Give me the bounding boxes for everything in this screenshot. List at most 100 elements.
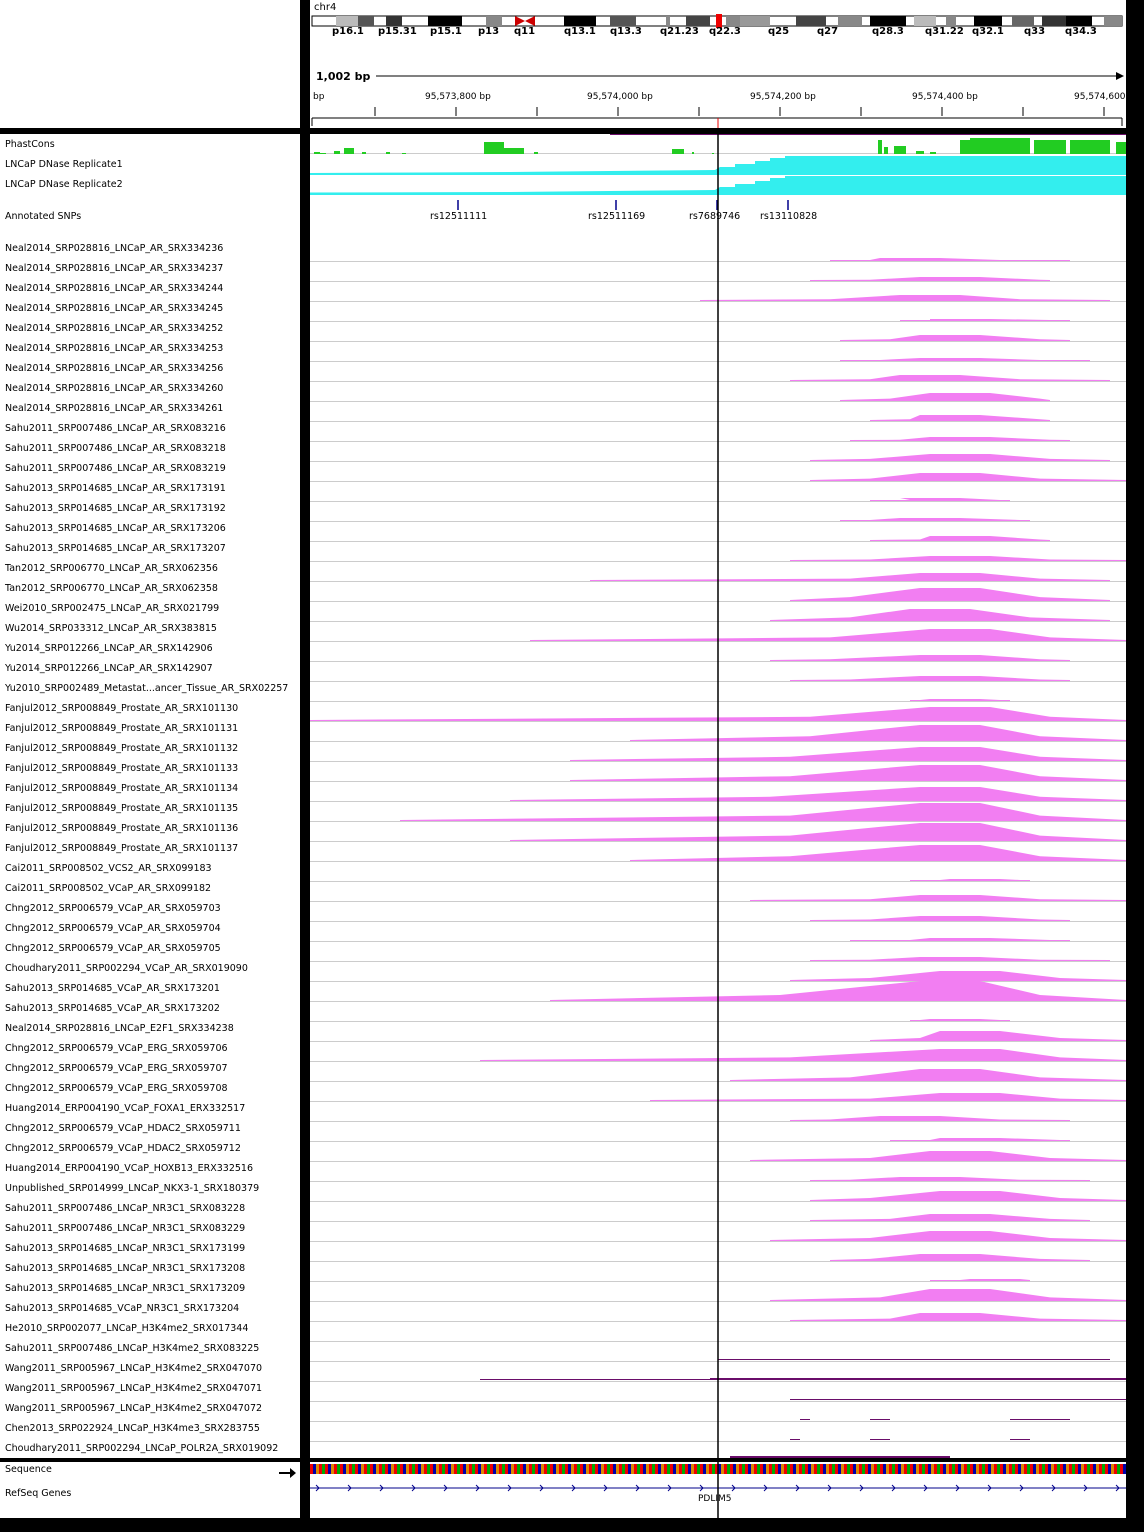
sequence-base [874,1464,877,1474]
track-name[interactable]: Wang2011_SRP005967_LNCaP_H3K4me2_SRX0470… [5,1363,263,1374]
sequence-base [406,1464,409,1474]
track-name[interactable]: Wu2014_SRP033312_LNCaP_AR_SRX383815 [5,623,217,634]
sequence-base [970,1464,973,1474]
track-name[interactable]: Yu2014_SRP012266_LNCaP_AR_SRX142907 [5,663,213,674]
track-name[interactable]: Fanjul2012_SRP008849_Prostate_AR_SRX1011… [5,703,239,714]
track-name[interactable]: Sahu2011_SRP007486_LNCaP_NR3C1_SRX083229 [5,1223,246,1234]
chip-peak [870,498,1010,501]
chip-peak [570,765,1126,781]
track-name[interactable]: Neal2014_SRP028816_LNCaP_AR_SRX334253 [5,343,224,354]
track-name[interactable]: Choudhary2011_SRP002294_VCaP_AR_SRX01909… [5,963,248,974]
track-name[interactable]: PhastCons [5,139,55,150]
track-name[interactable]: Sahu2011_SRP007486_LNCaP_AR_SRX083219 [5,463,226,474]
track-name[interactable]: Sahu2011_SRP007486_LNCaP_AR_SRX083216 [5,423,226,434]
track-name[interactable]: Yu2010_SRP002489_Metastat...ancer_Tissue… [5,683,289,694]
track-name[interactable]: Neal2014_SRP028816_LNCaP_AR_SRX334245 [5,303,224,314]
track-name[interactable]: Fanjul2012_SRP008849_Prostate_AR_SRX1011… [5,783,239,794]
track-name[interactable]: Annotated SNPs [5,211,82,222]
track-name[interactable]: Yu2014_SRP012266_LNCaP_AR_SRX142906 [5,643,213,654]
track-name[interactable]: Sahu2011_SRP007486_LNCaP_H3K4me2_SRX0832… [5,1343,260,1354]
track-name[interactable]: Sahu2013_SRP014685_LNCaP_AR_SRX173191 [5,483,226,494]
chip-peak [850,437,1070,441]
track-name[interactable]: Chen2013_SRP022924_LNCaP_H3K4me3_SRX2837… [5,1423,260,1434]
track-name[interactable]: Sahu2013_SRP014685_VCaP_NR3C1_SRX173204 [5,1303,240,1314]
track-name[interactable]: Sahu2013_SRP014685_LNCaP_AR_SRX173207 [5,543,226,554]
sequence-base [889,1464,892,1474]
track-data-panel[interactable]: rs12511111 rs12511169 rs7689746 rs13110828 [310,134,1126,1458]
track-name[interactable]: Cai2011_SRP008502_VCS2_AR_SRX099183 [5,863,212,874]
track-name[interactable]: Neal2014_SRP028816_LNCaP_AR_SRX334236 [5,243,224,254]
track-name[interactable]: Fanjul2012_SRP008849_Prostate_AR_SRX1011… [5,803,239,814]
track-name[interactable]: Chng2012_SRP006579_VCaP_AR_SRX059705 [5,943,221,954]
track-name[interactable]: Neal2014_SRP028816_LNCaP_AR_SRX334261 [5,403,224,414]
track-name[interactable]: Wang2011_SRP005967_LNCaP_H3K4me2_SRX0470… [5,1403,263,1414]
track-data-canvas[interactable]: rs12511111 rs12511169 rs7689746 rs13110828 [310,134,1126,1458]
track-name[interactable]: Chng2012_SRP006579_VCaP_HDAC2_SRX059711 [5,1123,241,1134]
track-name[interactable]: Huang2014_ERP004190_VCaP_HOXB13_ERX33251… [5,1163,253,1174]
track-name[interactable]: Sahu2011_SRP007486_LNCaP_AR_SRX083218 [5,443,226,454]
track-name[interactable]: Fanjul2012_SRP008849_Prostate_AR_SRX1011… [5,823,239,834]
track-name[interactable]: LNCaP DNase Replicate2 [5,179,123,190]
sequence-base [772,1464,775,1474]
track-name[interactable]: LNCaP DNase Replicate1 [5,159,123,170]
sequence-base [616,1464,619,1474]
sequence-base [487,1464,490,1474]
track-name[interactable]: Choudhary2011_SRP002294_LNCaP_POLR2A_SRX… [5,1443,279,1454]
track-name[interactable]: Sahu2013_SRP014685_LNCaP_AR_SRX173206 [5,523,226,534]
conservation-bar [960,140,970,154]
track-name[interactable]: Neal2014_SRP028816_LNCaP_E2F1_SRX334238 [5,1023,234,1034]
track-name[interactable]: Chng2012_SRP006579_VCaP_ERG_SRX059708 [5,1083,228,1094]
sequence-base [445,1464,448,1474]
track-name[interactable]: Sahu2011_SRP007486_LNCaP_NR3C1_SRX083228 [5,1203,246,1214]
sequence-base [979,1464,982,1474]
track-name[interactable]: Neal2014_SRP028816_LNCaP_AR_SRX334244 [5,283,224,294]
track-name[interactable]: Fanjul2012_SRP008849_Prostate_AR_SRX1011… [5,763,239,774]
track-name[interactable]: Sahu2013_SRP014685_VCaP_AR_SRX173202 [5,1003,220,1014]
track-name[interactable]: Tan2012_SRP006770_LNCaP_AR_SRX062356 [5,563,218,574]
track-name[interactable]: Sahu2013_SRP014685_VCaP_AR_SRX173201 [5,983,220,994]
track-name[interactable]: Chng2012_SRP006579_VCaP_AR_SRX059703 [5,903,221,914]
sequence-base [544,1464,547,1474]
conservation-bar [672,149,684,154]
track-name[interactable]: Neal2014_SRP028816_LNCaP_AR_SRX334252 [5,323,224,334]
track-name[interactable]: Huang2014_ERP004190_VCaP_FOXA1_ERX332517 [5,1103,246,1114]
track-name[interactable]: Cai2011_SRP008502_VCaP_AR_SRX099182 [5,883,212,894]
sequence-base [1114,1464,1117,1474]
chromosome-ideogram[interactable] [310,0,1126,128]
ideogram-panel[interactable]: chr4 p16.1 p15.31 p15.1 p13 q11 q13.1 q13.3 q21… [310,0,1126,128]
conservation-bar [334,151,340,154]
track-name[interactable]: Wei2010_SRP002475_LNCaP_AR_SRX021799 [5,603,220,614]
sequence-base [1024,1464,1027,1474]
track-name[interactable]: Tan2012_SRP006770_LNCaP_AR_SRX062358 [5,583,218,594]
track-name[interactable]: Sequence [5,1464,52,1475]
sequence-base [454,1464,457,1474]
track-name[interactable]: Neal2014_SRP028816_LNCaP_AR_SRX334237 [5,263,224,274]
strand-arrow-icon [1051,1484,1056,1492]
track-name[interactable]: Sahu2013_SRP014685_LNCaP_AR_SRX173192 [5,503,226,514]
track-name[interactable]: Chng2012_SRP006579_VCaP_AR_SRX059704 [5,923,221,934]
strand-arrow-icon [279,1468,296,1478]
track-name[interactable]: Sahu2013_SRP014685_LNCaP_NR3C1_SRX173208 [5,1263,246,1274]
sequence-base [727,1464,730,1474]
track-name[interactable]: Unpublished_SRP014999_LNCaP_NKX3-1_SRX18… [5,1183,260,1194]
track-name[interactable]: RefSeq Genes [5,1488,72,1499]
track-name[interactable]: Neal2014_SRP028816_LNCaP_AR_SRX334256 [5,363,224,374]
feature-track-data-panel[interactable]: PDLIM5 [310,1462,1126,1518]
track-name[interactable]: Sahu2013_SRP014685_LNCaP_NR3C1_SRX173199 [5,1243,246,1254]
track-name[interactable]: Chng2012_SRP006579_VCaP_ERG_SRX059707 [5,1063,228,1074]
track-name[interactable]: Neal2014_SRP028816_LNCaP_AR_SRX334260 [5,383,224,394]
track-name[interactable]: He2010_SRP002077_LNCaP_H3K4me2_SRX017344 [5,1323,249,1334]
sequence-base [799,1464,802,1474]
centromere-left [515,16,525,26]
track-name[interactable]: Chng2012_SRP006579_VCaP_ERG_SRX059706 [5,1043,228,1054]
sequence-base [670,1464,673,1474]
track-name[interactable]: Fanjul2012_SRP008849_Prostate_AR_SRX1011… [5,723,239,734]
sequence-base [913,1464,916,1474]
strand-arrow-icon [731,1484,736,1492]
track-name[interactable]: Wang2011_SRP005967_LNCaP_H3K4me2_SRX0470… [5,1383,263,1394]
track-name[interactable]: Fanjul2012_SRP008849_Prostate_AR_SRX1011… [5,743,239,754]
track-name[interactable]: Fanjul2012_SRP008849_Prostate_AR_SRX1011… [5,843,239,854]
track-name[interactable]: Sahu2013_SRP014685_LNCaP_NR3C1_SRX173209 [5,1283,246,1294]
feature-track-canvas[interactable]: PDLIM5 [310,1462,1126,1518]
track-name[interactable]: Chng2012_SRP006579_VCaP_HDAC2_SRX059712 [5,1143,241,1154]
